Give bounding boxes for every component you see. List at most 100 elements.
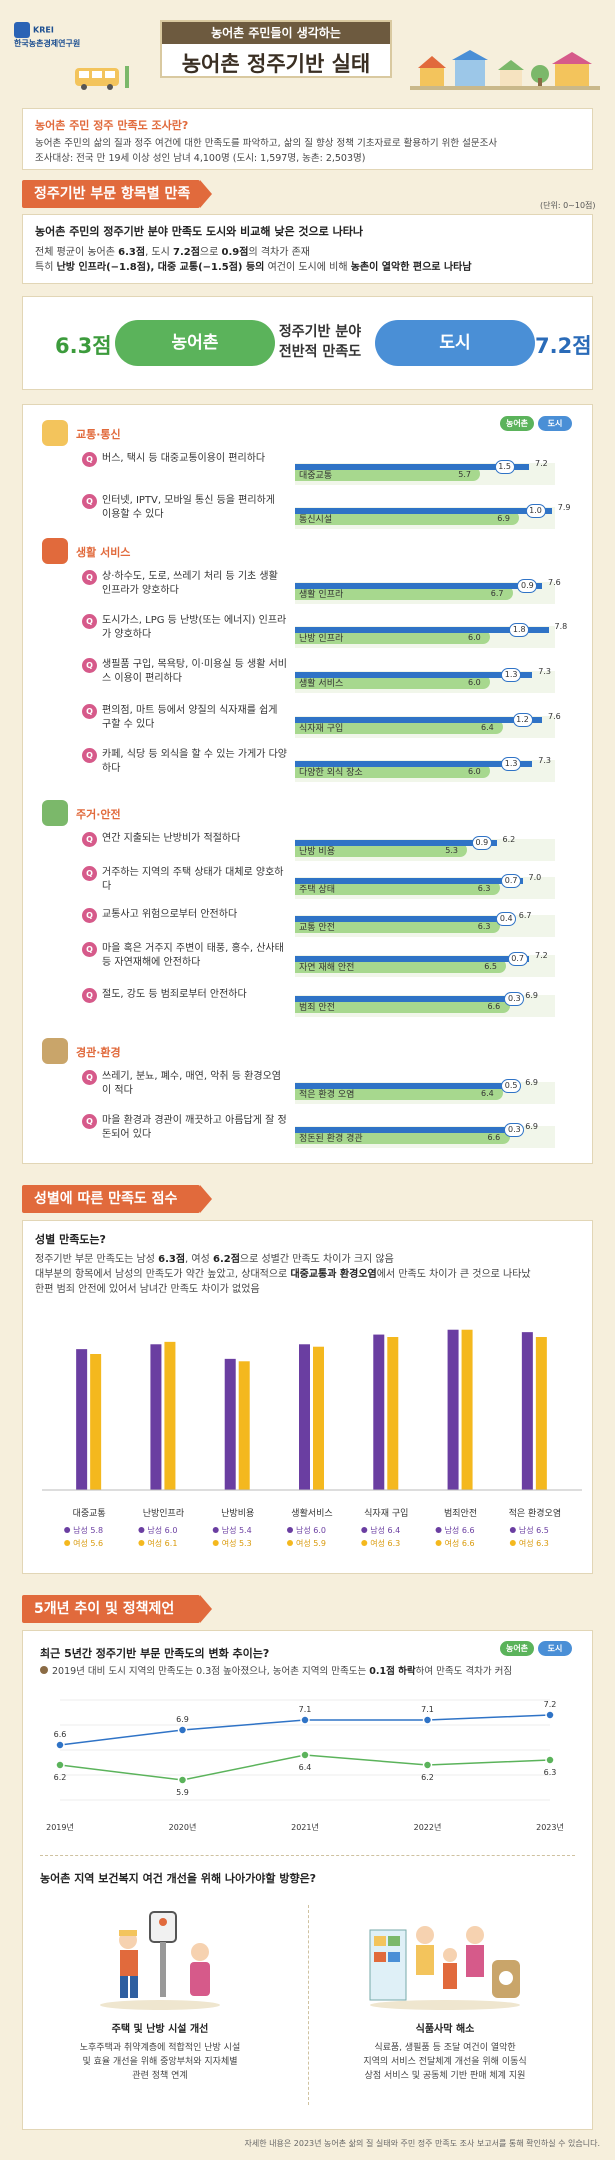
bar-label: 교통 안전 (299, 923, 335, 933)
bar-label: 다양한 외식 장소 (299, 768, 363, 778)
bar-label: 범죄 안전 (299, 1003, 335, 1013)
urban-value: 6.2 (502, 835, 516, 844)
urban-value: 7.3 (538, 756, 551, 765)
urban-value: 7.2 (535, 951, 548, 960)
legend-dot-icon (509, 1527, 516, 1533)
point-value-label: 6.2 (421, 1773, 434, 1782)
gap-value: 0.3 (504, 992, 525, 1006)
gap-value: 1.0 (525, 504, 546, 518)
urban-point (545, 1710, 555, 1720)
gap-value: 0.9 (517, 579, 538, 593)
male-bar (224, 1358, 236, 1490)
bar-label: 자연 재해 안전 (299, 963, 355, 973)
section3-heading: 최근 5년간 정주기반 부문 만족도의 변화 추이는? (40, 1647, 270, 1660)
legend-dot-icon (138, 1527, 145, 1533)
female-value-label: 여성 5.9 (296, 1538, 326, 1548)
question-text: 상·하수도, 도로, 쓰레기 처리 등 기초 생활 인프라가 양호하다 (102, 571, 278, 596)
rural-point (422, 1760, 433, 1770)
male-value-label: 남성 5.8 (73, 1526, 103, 1535)
point-value-label: 6.3 (544, 1768, 557, 1777)
rural-bar (295, 843, 468, 857)
urban-bar (295, 627, 549, 633)
question-text: 교통사고 위험으로부터 안전하다 (102, 909, 238, 920)
question-badge-icon: Q (82, 494, 97, 509)
legend-dot-icon (64, 1527, 71, 1533)
female-bar (164, 1341, 176, 1490)
policy2: 식품사막 해소 식료품, 생필품 등 조달 여건이 열악한 지역의 서비스 전달… (345, 2020, 545, 2083)
male-bar (299, 1344, 310, 1490)
female-value-label: 여성 6.3 (519, 1538, 549, 1548)
urban-point (300, 1715, 310, 1725)
header-subtitle: 농어촌 주민들이 생각하는 (162, 22, 390, 44)
rural-score: 6.3점 (55, 334, 112, 358)
question-text: 거주하는 지역의 주택 상태가 대체로 양호하다 (102, 867, 284, 892)
policy1-l2: 및 효율 개선을 위해 중앙부처와 지자체별 (82, 2057, 238, 2067)
point-value-label: 5.9 (176, 1788, 189, 1797)
bar-label: 적은 환경 오염 (299, 1090, 355, 1100)
bar-label: 주택 상태 (299, 885, 335, 895)
female-value-label: 여성 6.3 (370, 1538, 400, 1548)
male-bar (76, 1349, 88, 1490)
male-bar (521, 1332, 533, 1490)
legend-dot-icon (212, 1540, 219, 1546)
rural-bar (295, 999, 510, 1013)
question-text: 버스, 택시 등 대중교통이용이 편리하다 (102, 453, 266, 464)
rural-value: 5.7 (458, 470, 471, 479)
urban-value: 7.6 (548, 712, 561, 721)
urban-bar (295, 1083, 520, 1089)
rural-value: 6.4 (481, 723, 494, 732)
bar-label: 식자재 구입 (299, 724, 344, 734)
section2-line1: 정주기반 부문 만족도는 남성 6.3점, 여성 6.2점으로 성별간 만족도 … (35, 1254, 394, 1265)
male-value-label: 남성 5.4 (222, 1526, 252, 1535)
urban-bar (295, 761, 533, 767)
rural-value: 6.3 (477, 884, 491, 893)
gap-value: 1.3 (501, 668, 522, 682)
question-text: 연간 지출되는 난방비가 적절하다 (102, 833, 241, 844)
urban-value: 7.6 (548, 578, 561, 587)
question-badge-icon: Q (82, 832, 97, 847)
bar-label: 생활 인프라 (299, 590, 344, 600)
point-value-label: 7.2 (544, 1700, 557, 1709)
legend-dot-icon (361, 1540, 368, 1546)
category-title: 경관·환경 (76, 1046, 121, 1059)
section3-label: 5개년 추이 및 정책제언 (22, 1595, 212, 1623)
trend-line-chart: 6.6 6.9 7.1 7.1 7.2 6.2 5.9 6.4 6.2 6.3 2019년 2020년… (46, 1699, 564, 1832)
point-value-label: 6.9 (176, 1715, 189, 1724)
legend-dot-icon (64, 1540, 71, 1546)
urban-value: 6.9 (525, 1122, 538, 1131)
question-text: 마을 환경과 경관이 깨끗하고 아름답게 잘 정돈되어 있다 (102, 1115, 287, 1140)
urban-value: 6.9 (525, 991, 538, 1000)
policy1-l3: 관련 정책 연계 (132, 2071, 188, 2081)
question-text: 카페, 식당 등 외식을 할 수 있는 가게가 다양하다 (102, 749, 288, 774)
rural-value: 6.4 (481, 1089, 494, 1098)
unit-note: (단위: 0~10점) (540, 201, 596, 210)
question-text: 도시가스, LPG 등 난방(또는 에너지) 인프라가 양호하다 (102, 615, 287, 640)
urban-point (422, 1715, 433, 1725)
question-text: 편의점, 마트 등에서 양질의 식자재를 쉽게 구할 수 있다 (102, 705, 278, 730)
category-title: 생활 서비스 (76, 546, 131, 559)
house-shield-icon (42, 800, 68, 826)
urban-bar (295, 717, 542, 723)
rural-bar (295, 1130, 510, 1144)
section1-desc1: 전체 평균이 농어촌 6.3점, 도시 7.2점으로 0.9점의 격차가 존재 (35, 247, 310, 258)
urban-value: 7.0 (528, 873, 542, 882)
category-tick-label: 대중교통 (73, 1508, 106, 1519)
year-tick-label: 2019년 (46, 1822, 74, 1832)
rural-value: 6.6 (487, 1133, 501, 1142)
bus-icon (42, 420, 68, 446)
urban-bar (295, 508, 552, 514)
survey-heading: 농어촌 주민 정주 만족도 조사란? (35, 119, 189, 132)
section2-heading: 성별 만족도는? (35, 1233, 106, 1246)
point-value-label: 6.2 (54, 1773, 67, 1782)
category-tick-label: 범죄안전 (444, 1508, 477, 1519)
urban-point (55, 1740, 65, 1750)
bar-label: 정돈된 환경 경관 (299, 1134, 363, 1144)
rural-bar (295, 764, 490, 778)
urban-value: 7.8 (554, 622, 568, 631)
worker-illustration-icon (90, 1900, 230, 2010)
question-badge-icon: Q (82, 942, 97, 957)
trend-legend-urban: 도시 (538, 1641, 572, 1656)
trend-note: 2019년 대비 도시 지역의 만족도는 0.3점 높아졌으나, 농어촌 지역의… (40, 1664, 512, 1679)
section2-label: 성별에 따른 만족도 점수 (22, 1185, 212, 1213)
